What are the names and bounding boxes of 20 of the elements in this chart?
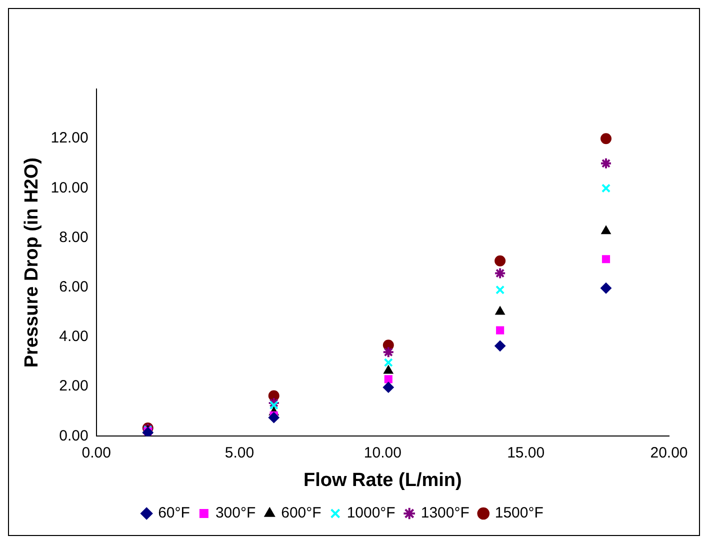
legend-label: 1000°F <box>346 504 396 522</box>
y-tick-label: 2.00 <box>59 378 88 395</box>
x-tick-label: 10.00 <box>364 444 402 462</box>
y-tick-label: 8.00 <box>59 228 88 246</box>
y-tick-label: 6.00 <box>59 278 88 296</box>
legend-label: 1300°F <box>420 504 470 522</box>
y-tick-label: 12.00 <box>50 130 88 147</box>
x-axis-title: Flow Rate (L/min) <box>304 470 462 491</box>
legend-label: 1500°F <box>494 504 544 522</box>
y-tick-label: 0.00 <box>59 427 88 444</box>
legend-label: 60°F <box>158 504 190 522</box>
y-axis-title: Pressure Drop (in H2O) <box>22 158 43 368</box>
legend-label: 300°F <box>215 504 256 522</box>
legend-label: 600°F <box>281 504 322 522</box>
y-tick-label: 4.00 <box>59 328 88 346</box>
x-tick-label: 0.00 <box>82 444 111 462</box>
x-tick-label: 20.00 <box>650 444 688 462</box>
y-tick-label: 10.00 <box>50 179 88 196</box>
x-tick-label: 5.00 <box>224 444 254 462</box>
x-tick-label: 15.00 <box>507 444 545 462</box>
